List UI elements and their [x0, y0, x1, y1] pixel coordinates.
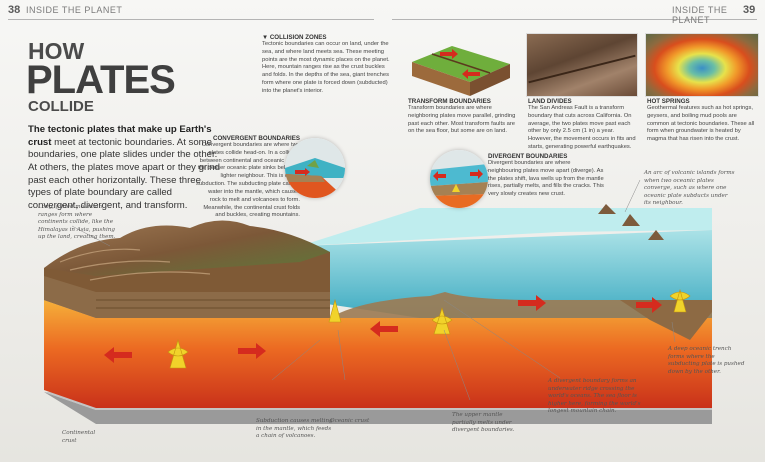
- hot-springs-heading: HOT SPRINGS: [647, 98, 690, 105]
- land-divides-heading: LAND DIVIDES: [528, 98, 572, 105]
- arrow-icon: [518, 295, 546, 311]
- convergent-text: Convergent boundaries are where two plat…: [196, 142, 300, 219]
- arrow-icon: [440, 49, 458, 59]
- transform-text: Transform boundaries are where neighbori…: [408, 105, 516, 135]
- magma-plume-icon: [431, 306, 453, 335]
- magma-plume-icon: [167, 338, 189, 369]
- arrow-icon: [238, 343, 266, 359]
- left-section-label: INSIDE THE PLANET: [26, 5, 123, 15]
- intro-bold: The tectonic plates that make up Earth's…: [28, 124, 212, 148]
- right-page-number: 39: [743, 4, 756, 16]
- ocean-surface: [300, 208, 712, 246]
- note-continental-crust: Continental crust: [62, 430, 96, 444]
- convergent-zoom-circle: [285, 138, 345, 198]
- header-rule-left: [8, 19, 374, 20]
- title-how: HOW: [28, 38, 85, 64]
- divergent-zoom-circle: [430, 150, 488, 208]
- note-upper-mantle: The upper mantle partially melts under d…: [452, 412, 515, 434]
- note-fold-mountains: Long, folded mountain ranges form where …: [38, 204, 116, 241]
- intro-paragraph: The tectonic plates that make up Earth's…: [28, 124, 224, 213]
- divergent-text: Divergent boundaries are where neighbour…: [488, 160, 604, 198]
- subducting-slab: [620, 300, 712, 340]
- note-volcanic-islands: An arc of volcanic islands forms when tw…: [644, 170, 735, 207]
- volcano-icon: [648, 230, 664, 240]
- note-ridge: A divergent boundary forms an underwater…: [548, 378, 641, 415]
- volcano-icon: [622, 214, 640, 226]
- san-andreas-fault-photo: [526, 33, 638, 97]
- note-ocean-trench: A deep oceanic trench forms where the su…: [668, 346, 745, 375]
- collision-heading: ▼ COLLISION ZONES: [262, 34, 327, 41]
- left-page-number: 38: [8, 4, 21, 16]
- platform-base: [44, 392, 712, 424]
- hot-spring-photo: [645, 33, 759, 97]
- collision-zones-box: ▼ COLLISION ZONES Tectonic boundaries ca…: [262, 34, 390, 96]
- arrow-icon: [462, 69, 480, 79]
- right-section-label: INSIDE THE PLANET: [672, 5, 728, 25]
- transform-box: TRANSFORM BOUNDARIES Transform boundarie…: [408, 98, 516, 136]
- title-collide: COLLIDE: [28, 98, 94, 115]
- mantle-layer: [44, 300, 712, 408]
- transform-boundary-illustration: [412, 46, 510, 96]
- land-divides-box: LAND DIVIDES The San Andreas Fault is a …: [528, 98, 636, 152]
- collision-text: Tectonic boundaries can occur on land, u…: [262, 41, 390, 94]
- convergent-heading: CONVERGENT BOUNDARIES: [213, 135, 300, 142]
- magma-plume-icon: [328, 298, 342, 323]
- magma-plume-icon: [669, 288, 691, 313]
- title-plates: PLATES: [26, 58, 176, 102]
- divergent-box: DIVERGENT BOUNDARIES Divergent boundarie…: [488, 153, 604, 199]
- convergent-box: CONVERGENT BOUNDARIES Convergent boundar…: [196, 135, 300, 220]
- intro-text: meet at tectonic boundaries. At some bou…: [28, 136, 220, 211]
- land-divides-text: The San Andreas Fault is a transform bou…: [528, 105, 636, 151]
- hot-springs-box: HOT SPRINGS Geothermal features such as …: [647, 98, 757, 144]
- hot-springs-text: Geothermal features such as hot springs,…: [647, 105, 755, 143]
- arrow-icon: [636, 297, 662, 313]
- arrow-icon: [104, 347, 132, 363]
- divergent-heading: DIVERGENT BOUNDARIES: [488, 153, 568, 160]
- ocean-body: [300, 230, 712, 318]
- arrow-icon: [370, 321, 398, 337]
- transform-heading: TRANSFORM BOUNDARIES: [408, 98, 491, 105]
- header-rule-right: [392, 19, 757, 20]
- page-header: 38 INSIDE THE PLANET INSIDE THE PLANET 3…: [0, 0, 765, 25]
- note-oceanic-crust: Oceanic crust: [330, 418, 370, 424]
- note-subduction-melting: Subduction causes melting in the mantle,…: [256, 418, 333, 440]
- volcano-icon: [598, 204, 616, 214]
